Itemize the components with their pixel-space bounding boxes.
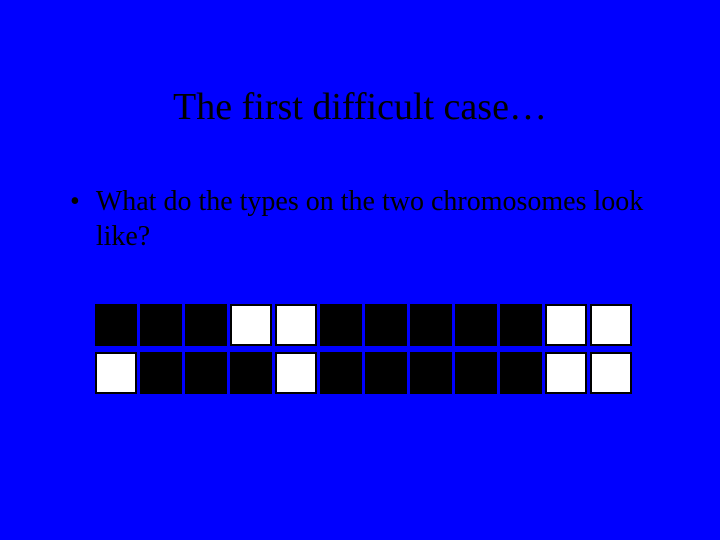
cell-filled <box>185 352 227 394</box>
cell-empty <box>275 352 317 394</box>
cell-empty <box>95 352 137 394</box>
bullet-list: • What do the types on the two chromosom… <box>0 159 720 254</box>
bullet-marker: • <box>70 184 80 219</box>
cell-filled <box>455 352 497 394</box>
cell-empty <box>545 304 587 346</box>
cell-filled <box>500 352 542 394</box>
chromosome-row <box>95 352 720 394</box>
cell-filled <box>365 352 407 394</box>
cell-filled <box>365 304 407 346</box>
chromosome-diagram <box>0 254 720 394</box>
cell-filled <box>95 304 137 346</box>
slide-title: The first difficult case… <box>0 0 720 159</box>
bullet-item: • What do the types on the two chromosom… <box>70 184 660 254</box>
cell-empty <box>275 304 317 346</box>
chromosome-row <box>95 304 720 346</box>
cell-empty <box>545 352 587 394</box>
cell-filled <box>140 304 182 346</box>
cell-filled <box>320 352 362 394</box>
cell-filled <box>140 352 182 394</box>
cell-filled <box>320 304 362 346</box>
cell-empty <box>590 352 632 394</box>
cell-empty <box>230 304 272 346</box>
cell-filled <box>410 352 452 394</box>
cell-filled <box>455 304 497 346</box>
cell-filled <box>500 304 542 346</box>
cell-filled <box>410 304 452 346</box>
cell-empty <box>590 304 632 346</box>
bullet-text: What do the types on the two chromosomes… <box>96 184 660 254</box>
cell-filled <box>185 304 227 346</box>
cell-filled <box>230 352 272 394</box>
